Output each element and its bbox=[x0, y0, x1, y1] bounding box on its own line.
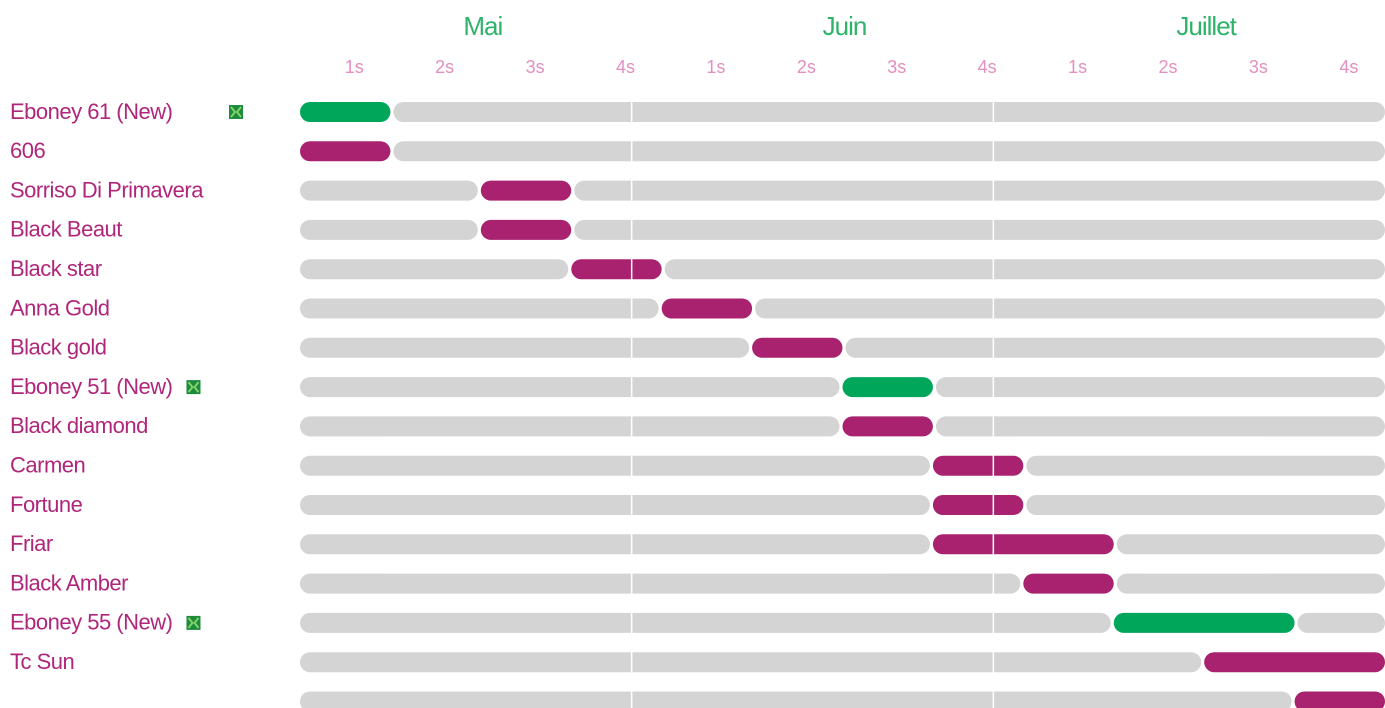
icon-leaf bbox=[187, 381, 200, 393]
track bbox=[664, 259, 1385, 280]
track bbox=[300, 652, 1202, 673]
bar bbox=[1023, 573, 1114, 594]
track bbox=[574, 180, 1385, 201]
track bbox=[1297, 612, 1385, 633]
row-label: Anna Gold bbox=[10, 295, 109, 320]
bar bbox=[932, 455, 1024, 476]
row-label: Eboney 61 (New) bbox=[10, 99, 172, 124]
row-label: Fortune bbox=[10, 492, 83, 517]
bar bbox=[571, 259, 662, 280]
week-label: 1s bbox=[1068, 57, 1087, 77]
bar bbox=[300, 141, 391, 162]
week-label: 4s bbox=[1339, 57, 1358, 77]
track bbox=[300, 377, 840, 398]
week-label: 1s bbox=[706, 57, 725, 77]
week-label: 4s bbox=[978, 57, 997, 77]
bar bbox=[842, 377, 933, 398]
month-label: Juin bbox=[823, 11, 867, 41]
bar bbox=[1113, 612, 1295, 633]
track bbox=[300, 573, 1021, 594]
bar bbox=[1204, 652, 1385, 673]
track bbox=[300, 298, 659, 319]
row-label: Eboney 55 (New) bbox=[10, 610, 172, 635]
week-label: 2s bbox=[797, 57, 816, 77]
track bbox=[300, 455, 930, 476]
track bbox=[574, 219, 1385, 240]
bar bbox=[932, 495, 1024, 515]
bar bbox=[661, 298, 753, 319]
bar bbox=[480, 180, 572, 201]
bar bbox=[480, 219, 572, 240]
week-label: 3s bbox=[526, 57, 545, 77]
week-label: 3s bbox=[1249, 57, 1268, 77]
row-label: Black diamond bbox=[10, 413, 148, 438]
track bbox=[300, 219, 478, 240]
bar bbox=[932, 534, 1114, 555]
month-label: Mai bbox=[463, 11, 502, 41]
week-label: 2s bbox=[1158, 57, 1177, 77]
track bbox=[300, 691, 1292, 708]
track bbox=[300, 416, 840, 437]
week-label: 1s bbox=[345, 57, 364, 77]
week-label: 2s bbox=[435, 57, 454, 77]
bar bbox=[842, 416, 933, 437]
row-label: Black star bbox=[10, 256, 102, 281]
track bbox=[300, 495, 930, 515]
row-label: Black gold bbox=[10, 335, 107, 360]
track bbox=[393, 141, 1385, 162]
row-label: 606 bbox=[10, 138, 45, 163]
month-label: Juillet bbox=[1176, 11, 1237, 41]
track bbox=[393, 102, 1385, 122]
bar bbox=[300, 102, 391, 122]
track bbox=[300, 259, 569, 280]
track bbox=[935, 416, 1385, 437]
row-label: Black Amber bbox=[10, 570, 128, 595]
track bbox=[300, 612, 1111, 633]
icon-leaf bbox=[187, 617, 200, 629]
track bbox=[1116, 534, 1385, 555]
track bbox=[300, 180, 478, 201]
track bbox=[1116, 573, 1385, 594]
track bbox=[1026, 455, 1385, 476]
new-icon bbox=[186, 380, 201, 395]
row-label: Tc Sun bbox=[10, 649, 74, 674]
row-label: Eboney 51 (New) bbox=[10, 374, 172, 399]
bar bbox=[752, 337, 843, 358]
row-label: Carmen bbox=[10, 453, 85, 478]
track bbox=[935, 377, 1385, 398]
track bbox=[845, 337, 1385, 358]
row-label: Friar bbox=[10, 531, 53, 556]
row-label: Black Beaut bbox=[10, 217, 122, 242]
track bbox=[300, 337, 750, 358]
week-label: 4s bbox=[616, 57, 635, 77]
row-label: Sorriso Di Primavera bbox=[10, 177, 204, 202]
icon-leaf bbox=[230, 106, 242, 118]
track bbox=[1026, 495, 1385, 515]
new-icon bbox=[186, 615, 201, 630]
week-label: 3s bbox=[887, 57, 906, 77]
new-icon bbox=[229, 105, 243, 119]
track bbox=[755, 298, 1385, 319]
bar bbox=[1294, 691, 1385, 708]
track bbox=[300, 534, 930, 555]
